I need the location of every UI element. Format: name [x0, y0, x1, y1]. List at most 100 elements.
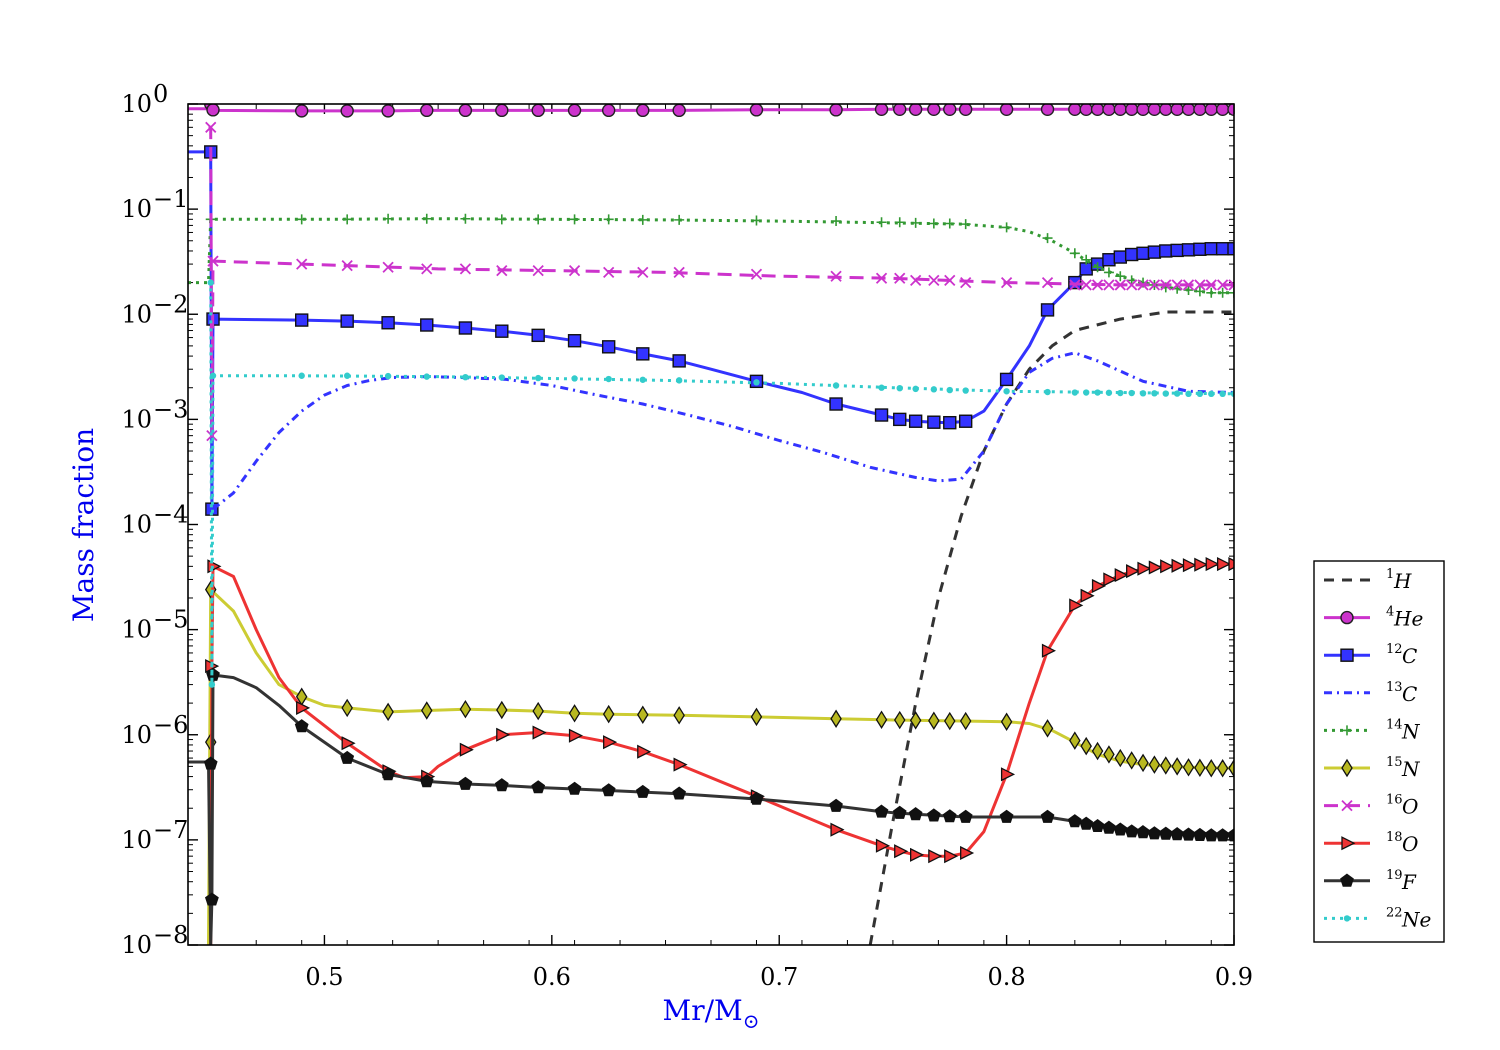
marker-O18	[1171, 558, 1186, 573]
marker-N14	[637, 214, 648, 225]
x-tick-label: 0.6	[533, 963, 571, 991]
legend-label-mass: 15	[1386, 755, 1403, 770]
marker-Ne22	[423, 373, 430, 380]
marker-O18	[532, 725, 547, 740]
series-H1	[868, 310, 1234, 945]
marker-Ne22	[675, 377, 683, 384]
marker-He4	[340, 104, 354, 118]
marker-F19	[1090, 818, 1105, 833]
marker-O16	[207, 255, 219, 267]
marker-C12	[829, 397, 843, 411]
series-O18	[205, 557, 1234, 945]
marker-O16	[673, 266, 685, 279]
marker-O18	[1000, 767, 1016, 782]
marker-O18	[568, 728, 584, 743]
marker-Ne22	[462, 373, 469, 381]
legend-label-mass: 18	[1386, 830, 1403, 845]
marker-Ne22	[1185, 390, 1192, 398]
marker-O16	[532, 264, 544, 277]
marker-N14	[928, 218, 939, 229]
series-N14	[188, 213, 1234, 298]
legend-item-Ne22: 22 Ne	[1324, 905, 1431, 931]
marker-C12	[1124, 247, 1139, 262]
marker-O18	[637, 744, 652, 759]
marker-Ne22	[1208, 390, 1215, 398]
marker-C12	[531, 328, 545, 343]
marker-He4	[1136, 104, 1150, 117]
series-Ne22	[207, 279, 1234, 688]
legend-item-F19: 19 F	[1324, 868, 1417, 894]
marker-C12	[874, 408, 889, 422]
marker-F19	[958, 809, 973, 823]
legend-item-C13: 13 C	[1324, 680, 1417, 706]
legend-label-mass: 19	[1386, 868, 1403, 883]
legend-label-name: F	[1401, 870, 1417, 894]
marker-O16	[928, 274, 940, 287]
x-tick-label: 0.7	[760, 963, 798, 991]
x-tick-label: 0.9	[1215, 963, 1253, 991]
marker-O16	[960, 276, 972, 289]
marker-C12	[1159, 244, 1173, 258]
marker-N15	[496, 700, 508, 720]
legend-label-name: C	[1402, 682, 1417, 706]
marker-O16	[1194, 279, 1206, 291]
marker-F19	[1067, 814, 1082, 828]
marker-N15	[382, 702, 394, 722]
marker-O16	[206, 430, 218, 442]
marker-O18	[1228, 557, 1234, 572]
marker-F19	[381, 767, 396, 781]
marker-He4	[567, 104, 582, 118]
marker-F19	[672, 786, 687, 800]
series-O16	[205, 121, 1234, 442]
marker-O16	[750, 268, 763, 280]
marker-He4	[908, 104, 923, 117]
marker-He4	[495, 104, 509, 118]
marker-F19	[1192, 827, 1207, 842]
marker-N14	[944, 218, 955, 229]
legend-label-mass: 14	[1386, 717, 1403, 732]
marker-N15	[602, 704, 615, 724]
marker-O18	[1182, 558, 1197, 573]
marker-C12	[1181, 243, 1196, 257]
legend-marker	[1341, 799, 1353, 812]
marker-N14	[910, 217, 921, 228]
marker-F19	[1147, 826, 1162, 840]
marker-O18	[875, 838, 890, 853]
marker-O16	[1091, 279, 1104, 291]
marker-F19	[926, 808, 941, 822]
marker-C12	[381, 316, 395, 330]
marker-N14	[1081, 254, 1092, 265]
marker-C12	[1102, 253, 1116, 267]
marker-O18	[1205, 557, 1220, 572]
marker-O16	[459, 263, 472, 275]
marker-O18	[1126, 564, 1141, 579]
marker-He4	[1159, 104, 1173, 117]
series-C13	[212, 351, 1234, 511]
marker-N15	[1000, 712, 1013, 731]
marker-N14	[533, 214, 544, 225]
marker-F19	[1113, 822, 1128, 836]
legend-label-name: C	[1402, 644, 1417, 668]
marker-O16	[1216, 279, 1229, 291]
marker-C12	[927, 415, 941, 429]
legend-label-mass: 22	[1386, 905, 1403, 920]
marker-N14	[831, 216, 842, 227]
marker-O18	[459, 742, 474, 757]
legend-label-mass: 16	[1386, 793, 1403, 808]
marker-He4	[1079, 104, 1093, 117]
marker-He4	[1113, 104, 1128, 117]
marker-F19	[1040, 809, 1055, 823]
marker-He4	[1124, 104, 1139, 117]
marker-C12	[1170, 243, 1184, 258]
marker-F19	[1227, 828, 1234, 842]
marker-O18	[960, 845, 975, 861]
legend-marker	[1342, 725, 1352, 736]
marker-O18	[1216, 557, 1232, 572]
marker-O16	[1080, 279, 1092, 291]
marker-C12	[943, 415, 957, 430]
marker-O16	[1228, 279, 1234, 291]
y-tick-exponent: 0	[153, 80, 168, 108]
marker-Ne22	[571, 375, 578, 382]
marker-Ne22	[498, 374, 505, 381]
marker-He4	[531, 104, 545, 118]
